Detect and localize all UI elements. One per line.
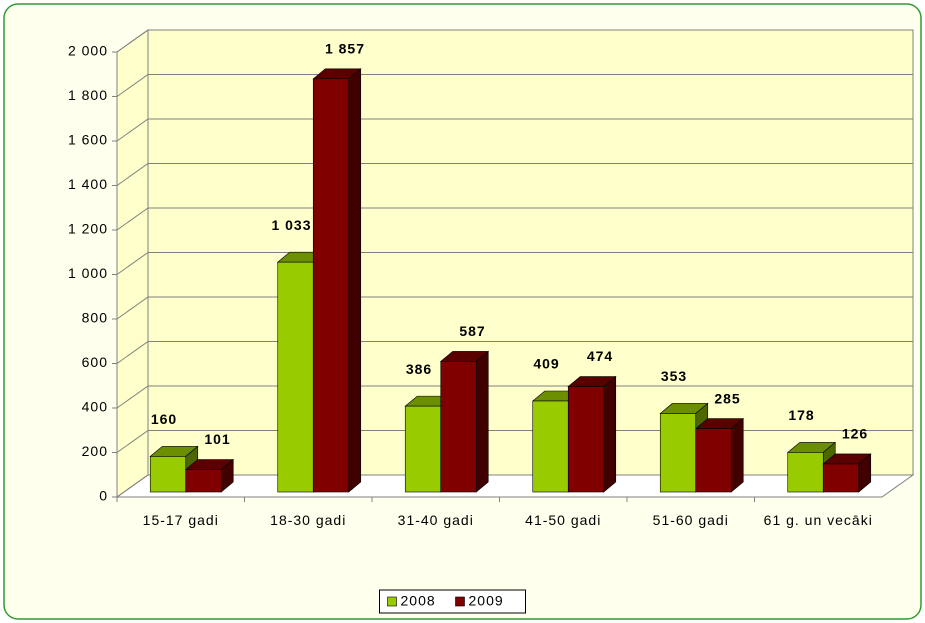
bar-front xyxy=(532,400,569,493)
y-tick-label: 1 400 xyxy=(68,176,108,192)
data-label: 409 xyxy=(533,356,559,372)
bar xyxy=(312,68,362,493)
legend-label: 2009 xyxy=(469,593,504,609)
bar-front xyxy=(567,386,605,493)
grid-line xyxy=(116,118,913,142)
bar xyxy=(149,445,199,493)
x-tick-label: 51-60 gadi xyxy=(652,512,729,528)
data-label: 587 xyxy=(459,323,485,339)
x-tick-label: 15-17 gadi xyxy=(142,512,219,528)
legend-label: 2008 xyxy=(401,593,436,609)
x-tick-label: 31-40 gadi xyxy=(397,512,474,528)
y-tick-label: 1 200 xyxy=(68,221,108,237)
legend-swatch xyxy=(387,596,397,607)
data-label: 1 033 xyxy=(271,217,311,233)
y-tick-label: 400 xyxy=(82,399,108,415)
bar-side xyxy=(348,68,362,493)
y-tick-label: 800 xyxy=(82,310,108,326)
bar-side xyxy=(475,350,489,493)
bar-side xyxy=(730,417,744,493)
bar-front xyxy=(312,78,350,493)
x-tick-label: 41-50 gadi xyxy=(525,512,602,528)
x-tick-label: 61 g. un vecāki xyxy=(763,512,873,528)
y-tick-label: 1 600 xyxy=(68,132,108,148)
grid-line xyxy=(116,29,913,53)
bar xyxy=(439,350,490,493)
y-tick-label: 1 000 xyxy=(68,265,108,281)
grid-line xyxy=(116,474,913,498)
y-tick-label: 600 xyxy=(82,354,108,370)
bar-front xyxy=(440,361,477,493)
y-tick-label: 2 000 xyxy=(68,43,108,59)
grid-line xyxy=(116,252,913,275)
bar xyxy=(567,375,617,493)
grid-line xyxy=(116,163,913,186)
bar-front xyxy=(659,413,697,493)
data-label: 178 xyxy=(788,407,814,423)
data-label: 353 xyxy=(661,368,687,384)
y-tick-label: 0 xyxy=(99,488,108,504)
bar-front xyxy=(277,261,314,493)
legend-swatch xyxy=(455,596,465,607)
bar-front xyxy=(185,469,222,493)
bar-front xyxy=(822,463,860,493)
bar xyxy=(822,453,872,493)
bar xyxy=(694,417,745,493)
legend: 2008 2009 xyxy=(379,589,526,614)
grid-line xyxy=(116,74,913,97)
data-label: 474 xyxy=(587,348,613,364)
grid-line xyxy=(116,341,913,364)
bar xyxy=(184,458,235,493)
x-tick-label: 18-30 gadi xyxy=(270,512,347,528)
data-label: 1 857 xyxy=(325,41,365,57)
bar xyxy=(659,402,709,493)
grid-line xyxy=(116,385,913,409)
bar-front xyxy=(404,405,442,493)
grid-line xyxy=(116,430,913,453)
data-label: 285 xyxy=(714,390,740,406)
bar-front xyxy=(149,456,187,493)
y-tick-label: 1 800 xyxy=(68,87,108,103)
legend-box xyxy=(379,589,526,614)
bar-side xyxy=(603,375,617,493)
y-tick-label: 200 xyxy=(82,443,108,459)
grid-line xyxy=(116,207,913,231)
bar-front xyxy=(695,428,732,493)
bar-front xyxy=(787,452,824,493)
data-label: 386 xyxy=(406,361,432,377)
data-label: 101 xyxy=(204,431,230,447)
data-label: 126 xyxy=(842,426,868,442)
data-label: 160 xyxy=(151,411,177,427)
grid-line xyxy=(116,296,913,320)
